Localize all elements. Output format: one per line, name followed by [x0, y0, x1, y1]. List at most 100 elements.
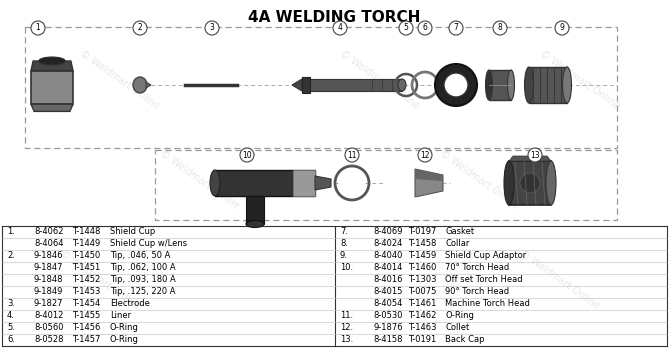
- Polygon shape: [31, 71, 73, 104]
- Text: 8-4012: 8-4012: [34, 311, 64, 321]
- Text: T-1453: T-1453: [72, 287, 100, 296]
- Text: © Weldmart Online: © Weldmart Online: [339, 49, 421, 111]
- Text: 6.: 6.: [7, 335, 15, 345]
- Text: T-1456: T-1456: [72, 324, 100, 332]
- Text: T-1462: T-1462: [408, 311, 436, 321]
- Bar: [215, 170, 315, 196]
- Text: Shield Cup Adaptor: Shield Cup Adaptor: [445, 252, 527, 261]
- Text: T-1461: T-1461: [408, 300, 436, 308]
- Text: 1: 1: [35, 24, 40, 32]
- Circle shape: [520, 173, 540, 193]
- Text: 9-1848: 9-1848: [34, 276, 64, 285]
- Text: 8-4024: 8-4024: [373, 239, 402, 248]
- Text: 7.: 7.: [340, 228, 348, 237]
- Polygon shape: [31, 61, 73, 71]
- Text: T-0075: T-0075: [408, 287, 436, 296]
- Text: 2: 2: [138, 24, 142, 32]
- Text: T-1303: T-1303: [408, 276, 436, 285]
- Text: 8-0530: 8-0530: [373, 311, 403, 321]
- Text: 8-4062: 8-4062: [34, 228, 64, 237]
- Polygon shape: [415, 169, 443, 181]
- Text: Electrode: Electrode: [110, 300, 150, 308]
- Text: 8.: 8.: [340, 239, 348, 248]
- Text: © Weldmart Online: © Weldmart Online: [539, 49, 622, 111]
- Polygon shape: [509, 156, 551, 161]
- Text: 12: 12: [420, 150, 429, 159]
- Text: T-1450: T-1450: [72, 252, 100, 261]
- Text: T-1458: T-1458: [408, 239, 436, 248]
- Circle shape: [345, 148, 359, 162]
- Text: 90° Torch Head: 90° Torch Head: [445, 287, 509, 296]
- Text: T-1460: T-1460: [408, 263, 436, 272]
- Text: © Weldmart Online: © Weldmart Online: [58, 249, 142, 311]
- Bar: [302, 77, 310, 93]
- Polygon shape: [292, 79, 302, 91]
- Text: Shield Cup w/Lens: Shield Cup w/Lens: [110, 239, 187, 248]
- Text: 8-4014: 8-4014: [373, 263, 402, 272]
- Text: Collar: Collar: [445, 239, 470, 248]
- Bar: [302, 79, 402, 91]
- Ellipse shape: [210, 170, 220, 196]
- Text: 8-0528: 8-0528: [34, 335, 64, 345]
- Ellipse shape: [486, 70, 492, 100]
- Text: T-1463: T-1463: [408, 324, 436, 332]
- Ellipse shape: [508, 70, 514, 100]
- Text: © Weldmart Online: © Weldmart Online: [159, 149, 242, 211]
- Bar: [489, 70, 511, 100]
- Text: © Weldmart Online: © Weldmart Online: [78, 49, 162, 111]
- Text: Tip, .093, 180 A: Tip, .093, 180 A: [110, 276, 176, 285]
- Polygon shape: [415, 169, 443, 197]
- Polygon shape: [31, 104, 73, 111]
- Text: © Weldmart Online: © Weldmart Online: [518, 249, 601, 311]
- Ellipse shape: [398, 79, 406, 91]
- Ellipse shape: [563, 67, 571, 103]
- Text: 4.: 4.: [7, 311, 15, 321]
- Text: Off set Torch Head: Off set Torch Head: [445, 276, 522, 285]
- Text: 3: 3: [209, 24, 215, 32]
- Text: T-1451: T-1451: [72, 263, 100, 272]
- Text: 70° Torch Head: 70° Torch Head: [445, 263, 509, 272]
- Text: 9-1849: 9-1849: [34, 287, 64, 296]
- Text: 8-4016: 8-4016: [373, 276, 403, 285]
- Text: T-1454: T-1454: [72, 300, 100, 308]
- Text: 8-4040: 8-4040: [373, 252, 402, 261]
- Text: 9: 9: [559, 24, 565, 32]
- Text: 9-1847: 9-1847: [34, 263, 64, 272]
- Circle shape: [418, 21, 432, 35]
- Bar: [246, 196, 264, 224]
- Circle shape: [449, 21, 463, 35]
- Circle shape: [418, 148, 432, 162]
- Circle shape: [493, 21, 507, 35]
- Text: 5: 5: [403, 24, 409, 32]
- Text: 9-1827: 9-1827: [34, 300, 64, 308]
- Circle shape: [435, 64, 477, 106]
- Circle shape: [555, 21, 569, 35]
- Polygon shape: [315, 176, 331, 190]
- Text: T-1459: T-1459: [408, 252, 436, 261]
- Text: 4: 4: [338, 24, 343, 32]
- Text: 10.: 10.: [340, 263, 353, 272]
- Text: O-Ring: O-Ring: [110, 324, 139, 332]
- Text: © Weldmart Online: © Weldmart Online: [438, 149, 522, 211]
- Text: 9-1846: 9-1846: [34, 252, 64, 261]
- Text: Tip, .125, 220 A: Tip, .125, 220 A: [110, 287, 175, 296]
- Text: O-Ring: O-Ring: [110, 335, 139, 345]
- Text: 9-1876: 9-1876: [373, 324, 403, 332]
- Text: T-1455: T-1455: [72, 311, 100, 321]
- Bar: [293, 170, 315, 196]
- Text: 13: 13: [531, 150, 540, 159]
- Circle shape: [333, 21, 347, 35]
- Text: Liner: Liner: [110, 311, 131, 321]
- Text: 11: 11: [347, 150, 357, 159]
- Ellipse shape: [524, 67, 533, 103]
- Ellipse shape: [546, 161, 556, 205]
- Bar: [529, 67, 567, 103]
- Bar: [509, 161, 551, 205]
- Text: 8: 8: [498, 24, 502, 32]
- Circle shape: [133, 21, 147, 35]
- Circle shape: [31, 21, 45, 35]
- Ellipse shape: [246, 221, 264, 228]
- Text: T-0191: T-0191: [408, 335, 436, 345]
- Text: 8-4015: 8-4015: [373, 287, 402, 296]
- Text: 1.: 1.: [7, 228, 15, 237]
